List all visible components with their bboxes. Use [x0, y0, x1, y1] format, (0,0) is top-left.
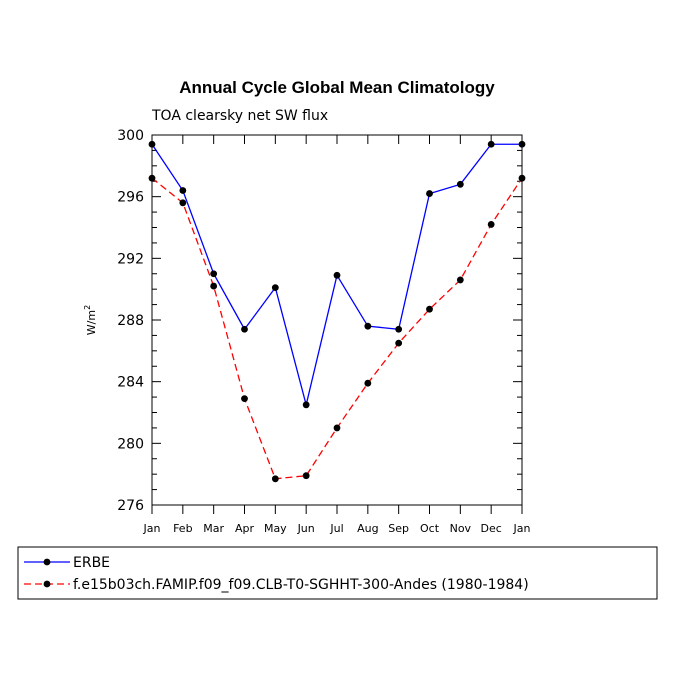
data-point	[395, 325, 403, 333]
data-point	[456, 180, 464, 188]
x-tick-label: Dec	[481, 522, 502, 535]
legend-label: ERBE	[73, 555, 110, 571]
series-line	[151, 177, 523, 480]
data-point	[271, 284, 279, 292]
data-point	[456, 276, 464, 284]
data-point	[518, 174, 526, 182]
data-point	[179, 199, 187, 207]
legend-entry-1: ERBE	[24, 555, 110, 571]
legend-box	[17, 546, 658, 600]
data-point	[210, 270, 218, 278]
x-tick-label: Apr	[235, 522, 255, 535]
y-axis: 276 280 284 288 292 296 300	[117, 128, 522, 514]
legend-entry-2: f.e15b03ch.FAMIP.f09_f09.CLB-T0-SGHHT-30…	[24, 577, 529, 593]
data-point	[364, 322, 372, 330]
legend: ERBE f.e15b03ch.FAMIP.f09_f09.CLB-T0-SGHH…	[17, 546, 658, 600]
data-point	[333, 424, 341, 432]
y-tick-label: 296	[117, 190, 144, 206]
x-tick-label: Nov	[450, 522, 472, 535]
x-tick-label: Jul	[329, 522, 343, 535]
y-tick-label: 300	[117, 128, 144, 144]
data-point	[333, 271, 341, 279]
data-point	[271, 475, 279, 483]
chart-title: Annual Cycle Global Mean Climatology	[179, 78, 495, 97]
plot-area	[151, 134, 523, 506]
data-point	[426, 305, 433, 313]
data-point	[148, 140, 156, 148]
x-tick-label: Mar	[203, 522, 224, 535]
y-axis-label: W/m2	[83, 305, 98, 335]
data-point	[426, 190, 433, 197]
y-tick-label: 280	[117, 436, 144, 452]
data-point	[518, 140, 526, 148]
x-axis: Jan Feb Mar Apr May Jun Jul Aug Sep Oct Nov Dec Jan	[143, 135, 531, 535]
x-tick-label: Aug	[357, 522, 378, 535]
legend-label: f.e15b03ch.FAMIP.f09_f09.CLB-T0-SGHHT-30…	[73, 577, 529, 593]
data-point	[210, 282, 218, 290]
data-point	[148, 174, 156, 182]
x-tick-label: Jun	[297, 522, 315, 535]
data-point	[302, 472, 310, 480]
data-point	[241, 395, 248, 403]
data-point	[395, 339, 403, 347]
y-tick-label: 288	[117, 313, 144, 329]
series-2	[148, 174, 526, 483]
y-axis-label-superscript: 2	[83, 305, 92, 310]
series-layer	[148, 140, 526, 483]
legend-marker	[43, 558, 51, 566]
x-tick-label: Jan	[143, 522, 161, 535]
y-tick-label: 284	[117, 375, 144, 391]
data-point	[364, 379, 372, 387]
y-tick-label: 276	[117, 498, 144, 514]
x-tick-label: Oct	[420, 522, 440, 535]
series-1	[148, 140, 526, 409]
y-axis-label-base: W/m	[85, 310, 98, 335]
data-point	[487, 140, 495, 148]
legend-marker	[43, 580, 51, 588]
data-point	[179, 187, 187, 194]
data-point	[241, 325, 248, 333]
plot-frame	[151, 134, 523, 506]
data-point	[302, 401, 310, 409]
y-tick-label: 292	[117, 251, 144, 267]
x-tick-label: Jan	[513, 522, 531, 535]
data-point	[487, 221, 495, 228]
x-tick-label: Feb	[173, 522, 192, 535]
x-tick-label: Sep	[388, 522, 409, 535]
x-tick-label: May	[264, 522, 287, 535]
chart-subtitle: TOA clearsky net SW flux	[151, 108, 328, 124]
